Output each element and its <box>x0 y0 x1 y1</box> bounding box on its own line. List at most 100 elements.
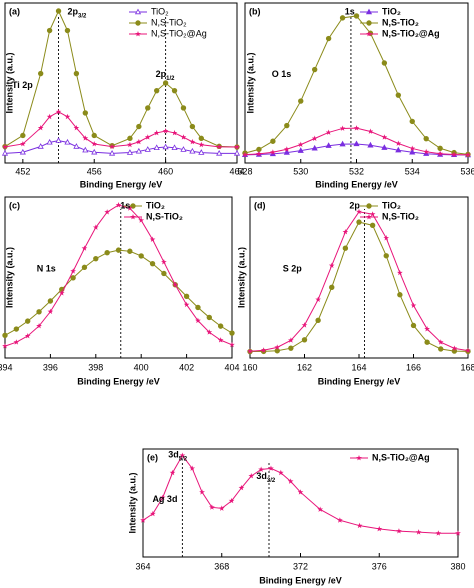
marker <box>268 465 274 471</box>
marker <box>195 317 201 324</box>
annotation: 2p1/2 <box>156 69 176 81</box>
marker <box>126 149 133 155</box>
annotation-text: 3d <box>256 471 267 481</box>
marker <box>149 260 156 267</box>
annotation: S 2p <box>283 264 303 274</box>
marker <box>217 337 224 343</box>
marker <box>217 323 224 329</box>
marker <box>25 318 31 324</box>
legend-label: N,S-TiO₂@Ag <box>382 28 440 38</box>
marker <box>199 489 205 495</box>
marker <box>311 144 318 151</box>
marker <box>242 151 248 158</box>
marker <box>381 134 388 140</box>
marker <box>169 469 176 476</box>
marker <box>383 253 389 259</box>
marker <box>367 128 374 134</box>
annotation: Ag 3d <box>152 494 177 504</box>
marker <box>161 259 167 265</box>
marker <box>284 122 290 129</box>
marker <box>438 346 444 352</box>
x-tick-label: 164 <box>351 362 366 372</box>
marker <box>179 452 186 458</box>
marker <box>189 138 196 145</box>
marker <box>2 332 8 338</box>
marker <box>109 149 116 156</box>
annotation: 2p <box>349 201 360 211</box>
marker <box>138 217 145 223</box>
x-tick-label: 160 <box>242 362 257 372</box>
marker <box>369 222 376 229</box>
x-tick-label: 452 <box>15 166 30 176</box>
series-line <box>142 454 458 534</box>
annotation-text: 3d <box>168 450 179 460</box>
legend-label: N,S-TiO₂ <box>382 17 419 27</box>
marker <box>356 522 363 529</box>
marker <box>315 317 321 324</box>
marker <box>342 228 349 235</box>
marker <box>234 144 240 150</box>
marker <box>339 15 346 21</box>
marker <box>317 506 324 512</box>
marker <box>134 8 142 15</box>
marker <box>2 343 8 349</box>
marker <box>369 211 376 217</box>
y-axis-label: Intensity (a.u.) <box>236 247 246 308</box>
marker <box>311 135 318 141</box>
x-axis-label: Binding Energy /eV <box>77 376 160 386</box>
marker <box>2 143 8 150</box>
marker <box>91 132 97 139</box>
marker <box>198 141 205 148</box>
marker <box>381 60 388 66</box>
x-tick-label: 364 <box>135 561 150 571</box>
marker <box>64 27 71 34</box>
marker <box>383 235 390 241</box>
marker <box>135 20 141 26</box>
annotation-text: Ti 2p <box>12 81 33 91</box>
marker <box>180 134 187 140</box>
marker <box>183 301 190 308</box>
marker <box>127 135 133 142</box>
marker <box>356 219 362 225</box>
marker <box>339 140 346 147</box>
marker <box>423 148 430 155</box>
marker <box>274 344 281 350</box>
marker <box>465 151 471 158</box>
marker <box>297 489 304 495</box>
marker <box>92 224 99 230</box>
marker <box>135 147 142 154</box>
marker <box>149 236 156 242</box>
x-tick-label: 380 <box>450 561 465 571</box>
x-tick-label: 464 <box>229 166 244 176</box>
marker <box>135 31 141 37</box>
marker <box>140 517 146 523</box>
annotation-text: 2p <box>349 201 360 211</box>
legend-label: TiO₂ <box>146 200 165 210</box>
x-axis-label: Binding Energy /eV <box>318 376 401 386</box>
marker <box>115 247 122 253</box>
marker <box>465 347 471 354</box>
x-tick-label: 530 <box>293 166 308 176</box>
annotation-sub: 5/2 <box>179 456 188 462</box>
marker <box>20 132 26 139</box>
marker <box>423 135 429 142</box>
marker <box>437 150 443 157</box>
marker <box>366 214 372 220</box>
annotation-text: Ag 3d <box>152 494 177 504</box>
marker <box>288 337 294 343</box>
marker <box>37 70 44 77</box>
marker <box>37 124 44 131</box>
legend-label: N,S-TiO₂ <box>382 211 419 221</box>
marker <box>73 143 80 149</box>
marker <box>47 308 54 315</box>
marker <box>115 202 122 208</box>
panel: 394 396 398 400 402 404 Binding Energy /eV Inte… <box>0 196 240 386</box>
marker <box>396 528 402 534</box>
x-tick-label: 534 <box>405 166 420 176</box>
marker <box>218 505 225 511</box>
marker <box>104 250 110 256</box>
marker <box>298 98 304 104</box>
x-tick-label: 166 <box>406 362 421 372</box>
legend-label: N,S-TiO₂ <box>151 17 187 27</box>
marker <box>424 339 430 345</box>
